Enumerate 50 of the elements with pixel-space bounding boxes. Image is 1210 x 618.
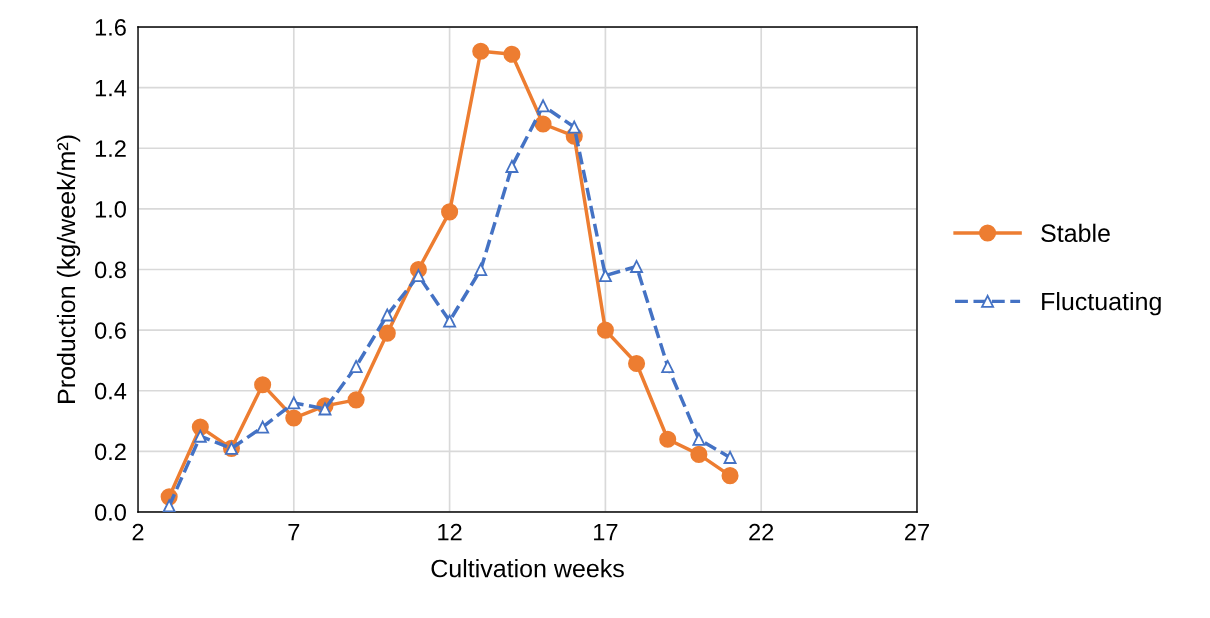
point [661,360,675,373]
point [503,45,521,63]
point [628,354,646,373]
point [349,360,363,373]
point [659,430,677,448]
point [534,115,552,133]
x-tick-label: 2 [132,523,144,541]
x-tick-label: 22 [749,523,774,541]
x-tick-label: 7 [288,523,300,541]
x-axis-title: Cultivation weeks [431,559,624,578]
y-tick-label: 0.6 [94,322,126,339]
y-tick-label: 0.2 [94,443,126,461]
y-tick-label: 0.4 [94,382,127,400]
y-tick-label: 1.6 [95,19,126,36]
point [690,445,708,463]
point [536,99,550,113]
x-tick-label: 17 [594,523,618,541]
point [598,269,612,283]
y-tick-label: 0.8 [94,261,126,279]
y-tick-label: 0.0 [94,504,126,521]
point [721,467,739,485]
legend-label: Fluctuating [1042,292,1161,316]
point [630,260,644,273]
legend-label: Stable [1041,223,1110,243]
point [254,376,272,394]
point [193,429,207,443]
point [380,308,394,322]
x-tick-label: 27 [905,523,929,541]
point [162,499,176,512]
point [505,159,519,173]
x-tick-label: 12 [438,523,462,541]
point [472,42,490,60]
point [378,324,396,342]
point [287,396,301,410]
y-tick-label: 1.2 [95,140,126,157]
y-tick-label: 1.0 [95,200,126,218]
y-axis-title: Production (kg/week/m²) [56,135,81,403]
point [347,391,365,409]
point [723,450,737,464]
point [692,432,706,446]
point [567,120,581,134]
point [441,203,459,221]
point [411,269,425,283]
point [256,420,270,434]
point [285,409,303,427]
y-tick-label: 1.4 [95,79,127,97]
point [318,402,332,416]
point [443,314,457,328]
point [596,321,614,339]
point [474,263,488,276]
